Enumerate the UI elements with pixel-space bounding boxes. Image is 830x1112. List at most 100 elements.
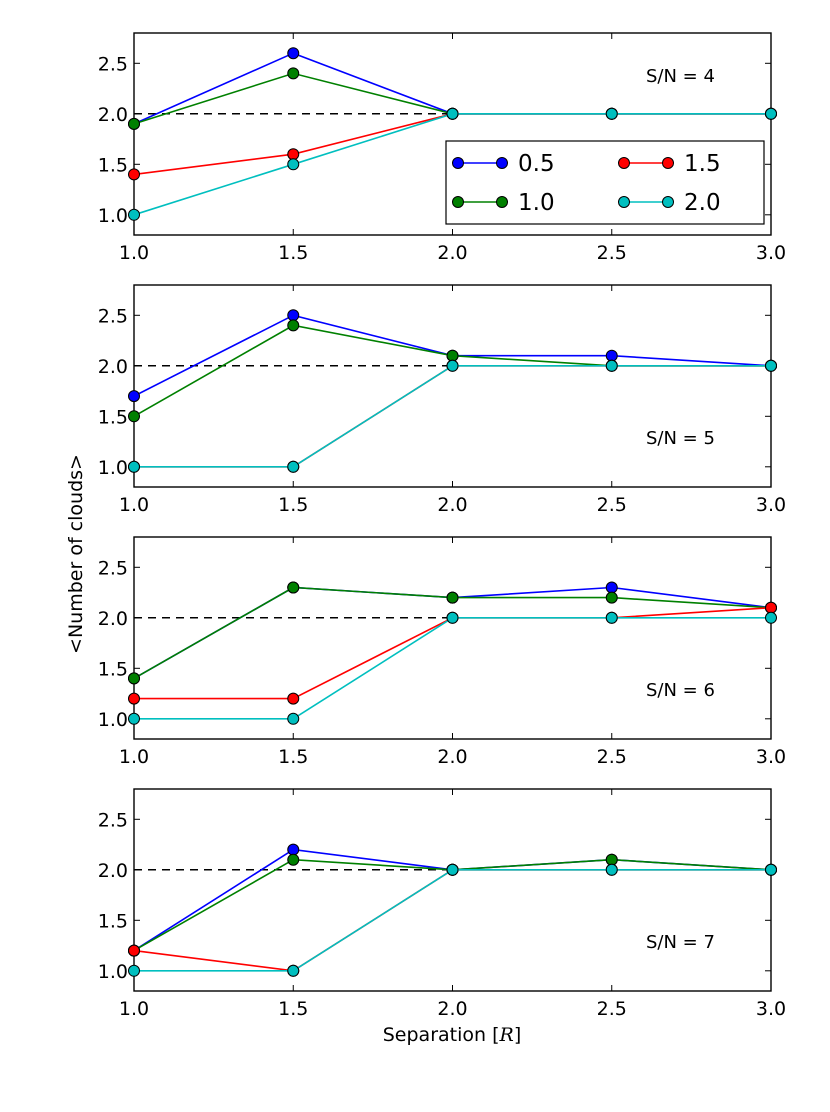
data-point-2.0 bbox=[287, 158, 300, 171]
data-point-2.0 bbox=[605, 359, 618, 372]
x-tick-label: 1.5 bbox=[278, 746, 308, 768]
data-point-2.0 bbox=[287, 712, 300, 725]
data-point-2.0 bbox=[128, 964, 140, 977]
x-tick-label: 2.0 bbox=[437, 242, 467, 264]
legend-box bbox=[445, 140, 765, 225]
data-point-2.0 bbox=[446, 863, 459, 876]
panel-sn-7: 1.0 1.5 2.0 2.5 1.0 1.5 2.0 2.5 3.0 S/N = 7 bbox=[98, 788, 786, 1020]
y-tick-label: 2.0 bbox=[98, 860, 128, 882]
legend-marker-1.0 bbox=[496, 196, 508, 208]
panel-sn-5: 1.0 1.5 2.0 2.5 1.0 1.5 2.0 2.5 3.0 S/N = 5 bbox=[98, 284, 786, 516]
data-point-2.0 bbox=[287, 964, 300, 977]
sn-annotation: S/N = 7 bbox=[646, 932, 715, 953]
data-point-1.5 bbox=[128, 692, 140, 705]
data-point-1.0 bbox=[287, 581, 300, 594]
y-tick-label: 1.0 bbox=[98, 709, 128, 731]
x-tick-label: 1.0 bbox=[119, 242, 149, 264]
data-point-1.0 bbox=[287, 319, 300, 332]
y-tick-label: 1.0 bbox=[98, 205, 128, 227]
sn-annotation: S/N = 6 bbox=[646, 680, 715, 701]
legend-marker-1.5 bbox=[618, 157, 630, 169]
x-tick-label: 2.0 bbox=[437, 746, 467, 768]
x-tick-label: 1.5 bbox=[278, 494, 308, 516]
data-point-1.0 bbox=[446, 349, 459, 362]
legend-label-0.5: 0.5 bbox=[518, 151, 555, 177]
data-point-0.5 bbox=[287, 843, 300, 856]
data-point-2.0 bbox=[446, 611, 459, 624]
y-tick-label: 1.0 bbox=[98, 961, 128, 983]
x-tick-label: 2.5 bbox=[597, 746, 627, 768]
data-point-1.0 bbox=[287, 853, 300, 866]
legend-label-1.5: 1.5 bbox=[684, 151, 721, 177]
data-point-1.5 bbox=[128, 944, 140, 957]
data-point-2.0 bbox=[765, 359, 777, 372]
data-point-1.0 bbox=[605, 853, 618, 866]
data-point-2.0 bbox=[605, 863, 618, 876]
sn-annotation: S/N = 5 bbox=[646, 428, 715, 449]
y-tick-label: 2.5 bbox=[98, 305, 128, 327]
data-point-2.0 bbox=[128, 460, 140, 473]
sn-annotation: S/N = 4 bbox=[646, 66, 715, 87]
data-point-2.0 bbox=[765, 611, 777, 624]
y-tick-label: 2.0 bbox=[98, 104, 128, 126]
data-point-1.5 bbox=[128, 168, 140, 181]
data-point-1.0 bbox=[128, 410, 140, 423]
data-point-1.0 bbox=[128, 117, 140, 130]
data-point-0.5 bbox=[605, 581, 618, 594]
x-tick-label: 2.0 bbox=[437, 998, 467, 1020]
data-point-2.0 bbox=[128, 208, 140, 221]
data-point-1.0 bbox=[128, 672, 140, 685]
data-point-0.5 bbox=[287, 47, 300, 60]
x-tick-label: 3.0 bbox=[756, 242, 786, 264]
x-tick-label: 3.0 bbox=[756, 746, 786, 768]
x-axis-label: Separation [R] bbox=[383, 1024, 522, 1046]
x-tick-label: 1.0 bbox=[119, 998, 149, 1020]
legend-marker-2.0 bbox=[662, 196, 674, 208]
y-tick-label: 1.5 bbox=[98, 154, 128, 176]
data-point-2.0 bbox=[605, 611, 618, 624]
x-tick-label: 2.5 bbox=[597, 242, 627, 264]
y-axis-label: <Number of clouds> bbox=[65, 454, 87, 654]
x-tick-label: 1.5 bbox=[278, 242, 308, 264]
x-tick-label: 1.0 bbox=[119, 494, 149, 516]
legend-marker-0.5 bbox=[496, 157, 508, 169]
y-tick-label: 2.5 bbox=[98, 53, 128, 75]
data-point-1.0 bbox=[605, 591, 618, 604]
data-point-0.5 bbox=[287, 309, 300, 322]
x-tick-label: 1.5 bbox=[278, 998, 308, 1020]
legend: 0.5 1.5 1.0 2.0 bbox=[445, 140, 765, 225]
x-tick-label: 2.0 bbox=[437, 494, 467, 516]
data-point-1.0 bbox=[446, 591, 459, 604]
x-tick-label: 2.5 bbox=[597, 494, 627, 516]
data-point-2.0 bbox=[446, 359, 459, 372]
axes-frame bbox=[133, 536, 772, 740]
legend-marker-0.5 bbox=[452, 157, 464, 169]
y-tick-label: 2.5 bbox=[98, 557, 128, 579]
data-point-0.5 bbox=[128, 390, 140, 403]
data-point-2.0 bbox=[765, 863, 777, 876]
data-point-1.0 bbox=[287, 67, 300, 80]
data-point-2.0 bbox=[446, 107, 459, 120]
y-tick-label: 1.5 bbox=[98, 406, 128, 428]
legend-marker-2.0 bbox=[618, 196, 630, 208]
y-tick-label: 2.0 bbox=[98, 356, 128, 378]
data-point-0.5 bbox=[605, 349, 618, 362]
y-tick-label: 1.0 bbox=[98, 457, 128, 479]
data-point-1.5 bbox=[287, 148, 300, 161]
x-tick-label: 1.0 bbox=[119, 746, 149, 768]
data-point-1.5 bbox=[765, 601, 777, 614]
x-tick-label: 2.5 bbox=[597, 998, 627, 1020]
data-point-2.0 bbox=[287, 460, 300, 473]
data-point-1.5 bbox=[287, 692, 300, 705]
x-tick-label: 3.0 bbox=[756, 998, 786, 1020]
data-point-2.0 bbox=[765, 107, 777, 120]
legend-label-1.0: 1.0 bbox=[518, 190, 555, 216]
y-tick-label: 2.0 bbox=[98, 608, 128, 630]
y-tick-label: 2.5 bbox=[98, 809, 128, 831]
panel-sn-6: 1.0 1.5 2.0 2.5 1.0 1.5 2.0 2.5 3.0 S/N = 6 bbox=[98, 536, 786, 768]
y-tick-label: 1.5 bbox=[98, 910, 128, 932]
data-point-2.0 bbox=[128, 712, 140, 725]
x-tick-label: 3.0 bbox=[756, 494, 786, 516]
